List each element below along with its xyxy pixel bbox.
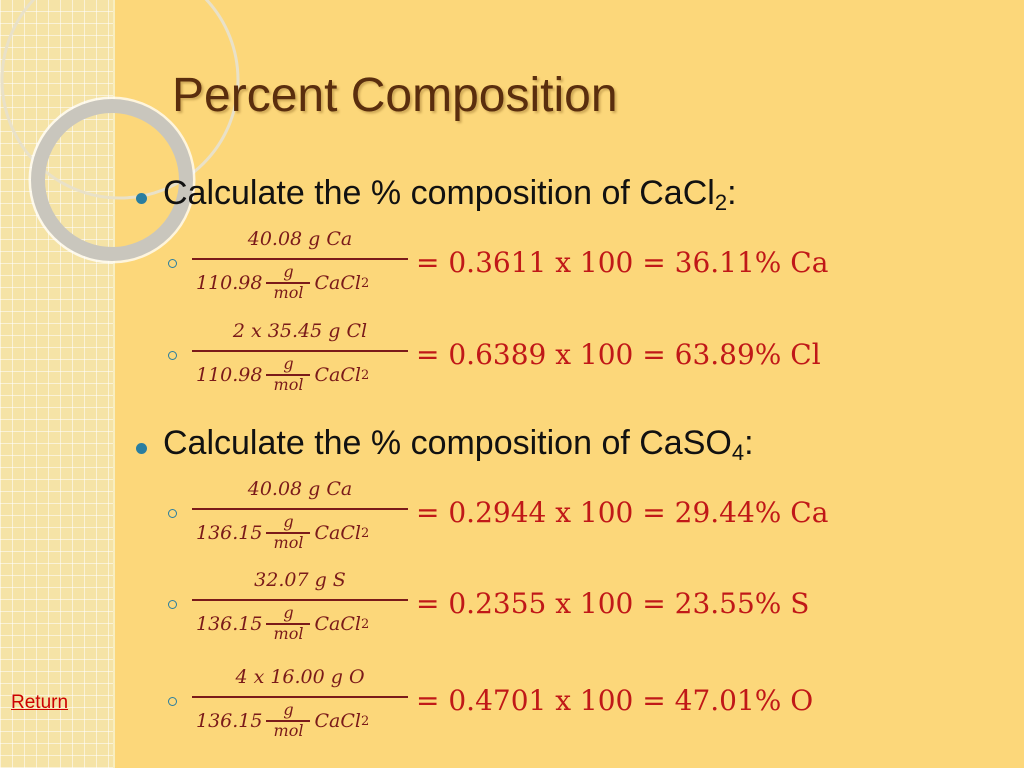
compound-formula: CaCl: [314, 364, 361, 386]
unit-fraction-bar: [266, 374, 311, 376]
unit-fraction: g mol: [264, 603, 312, 645]
compound-subscript: 2: [360, 275, 370, 291]
unit-fraction: g mol: [264, 354, 312, 396]
bullet-calc-caso4: Calculate the % composition of CaSO4:: [136, 424, 754, 466]
unit-denominator: mol: [273, 283, 304, 302]
fraction-bar: [192, 508, 408, 510]
fraction-bar: [192, 696, 408, 698]
compound-formula: CaCl: [314, 272, 361, 294]
fraction-denominator: 110.98 g mol CaCl 2: [196, 354, 369, 396]
compound-formula: CaCl: [314, 613, 361, 635]
unit-fraction: g mol: [264, 262, 312, 304]
unit-numerator: g: [283, 262, 294, 281]
fraction-denominator: 110.98 g mol CaCl 2: [196, 262, 369, 304]
unit-denominator: mol: [273, 624, 304, 643]
compound-subscript: 2: [360, 367, 370, 383]
unit-fraction-bar: [266, 623, 311, 625]
equation-result: = 0.2355 x 100 = 23.55% S: [416, 587, 810, 620]
fraction-numerator: 32.07 g S: [254, 569, 346, 591]
circle-bullet-icon: [168, 697, 177, 706]
unit-fraction: g mol: [264, 512, 312, 554]
bullet-subscript: 2: [714, 190, 728, 215]
fraction-numerator: 4 x 16.00 g O: [235, 666, 365, 688]
molar-mass-value: 110.98: [196, 364, 263, 386]
circle-bullet-icon: [168, 600, 177, 609]
circle-bullet-icon: [168, 509, 177, 518]
molar-mass-value: 136.15: [196, 710, 263, 732]
fraction: 32.07 g S 136.15 g mol CaCl 2: [192, 567, 408, 647]
unit-denominator: mol: [273, 533, 304, 552]
bullet-suffix: :: [744, 424, 754, 462]
fraction-bar: [192, 599, 408, 601]
decorative-circles: [0, 0, 240, 264]
fraction: 4 x 16.00 g O 136.15 g mol CaCl 2: [192, 664, 408, 744]
fraction: 40.08 g Ca 110.98 g mol CaCl 2: [192, 226, 408, 306]
molar-mass-value: 110.98: [196, 272, 263, 294]
molar-mass-value: 136.15: [196, 613, 263, 635]
compound-subscript: 2: [360, 525, 370, 541]
unit-denominator: mol: [273, 375, 304, 394]
bullet-text: Calculate the % composition of CaCl: [163, 174, 715, 212]
fraction-bar: [192, 350, 408, 352]
bullet-calc-cacl2: Calculate the % composition of CaCl2:: [136, 174, 737, 216]
equation-result: = 0.6389 x 100 = 63.89% Cl: [416, 338, 821, 371]
compound-formula: CaCl: [314, 522, 361, 544]
equation-result: = 0.4701 x 100 = 47.01% O: [416, 684, 814, 717]
bullet-suffix: :: [727, 174, 737, 212]
unit-fraction-bar: [266, 532, 311, 534]
molar-mass-value: 136.15: [196, 522, 263, 544]
bullet-text: Calculate the % composition of CaSO: [163, 424, 732, 462]
fraction-numerator: 2 x 35.45 g Cl: [232, 320, 368, 342]
unit-numerator: g: [283, 354, 294, 373]
unit-numerator: g: [283, 512, 294, 531]
unit-denominator: mol: [273, 721, 304, 740]
fraction: 2 x 35.45 g Cl 110.98 g mol CaCl 2: [192, 318, 408, 398]
unit-fraction-bar: [266, 282, 311, 284]
unit-fraction-bar: [266, 720, 311, 722]
bullet-dot-icon: [136, 193, 147, 204]
fraction-numerator: 40.08 g Ca: [247, 478, 353, 500]
circle-bullet-icon: [168, 259, 177, 268]
circle-bullet-icon: [168, 351, 177, 360]
bullet-dot-icon: [136, 443, 147, 454]
unit-numerator: g: [283, 603, 294, 622]
fraction-denominator: 136.15 g mol CaCl 2: [196, 512, 369, 554]
unit-fraction: g mol: [264, 700, 312, 742]
fraction-numerator: 40.08 g Ca: [247, 228, 353, 250]
return-link[interactable]: Return: [11, 692, 69, 713]
bullet-subscript: 4: [731, 440, 745, 465]
fraction-denominator: 136.15 g mol CaCl 2: [196, 700, 369, 742]
compound-formula: CaCl: [314, 710, 361, 732]
compound-subscript: 2: [360, 713, 370, 729]
equation-result: = 0.2944 x 100 = 29.44% Ca: [416, 496, 829, 529]
slide-title: Percent Composition: [172, 69, 618, 122]
fraction-denominator: 136.15 g mol CaCl 2: [196, 603, 369, 645]
compound-subscript: 2: [360, 616, 370, 632]
unit-numerator: g: [283, 700, 294, 719]
fraction-bar: [192, 258, 408, 260]
fraction: 40.08 g Ca 136.15 g mol CaCl 2: [192, 476, 408, 556]
equation-result: = 0.3611 x 100 = 36.11% Ca: [416, 246, 829, 279]
